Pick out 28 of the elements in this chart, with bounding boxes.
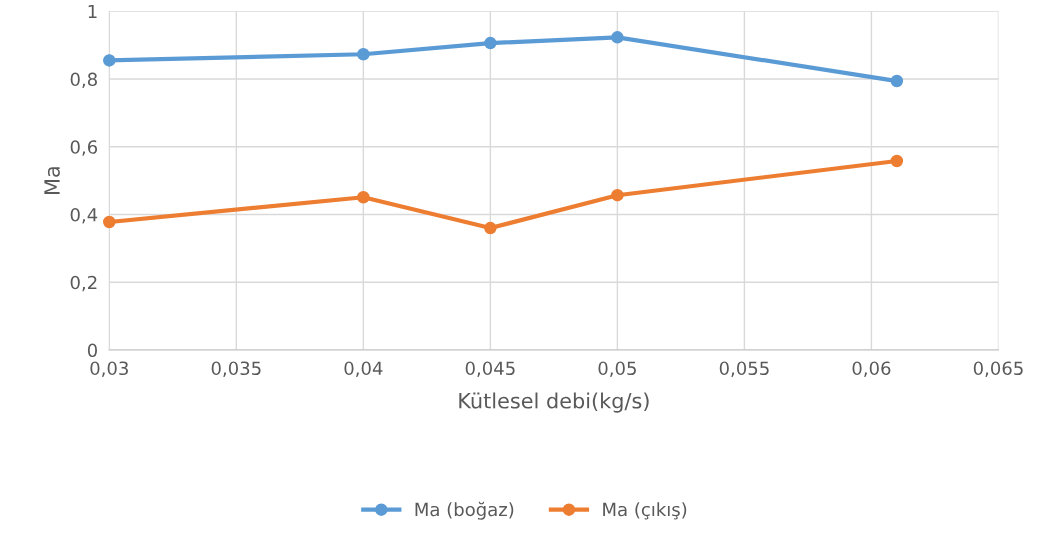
point <box>357 190 370 204</box>
x-tick-label: 0,06 <box>852 361 891 377</box>
y-tick-label: 0,2 <box>70 275 97 292</box>
point <box>611 188 624 202</box>
point <box>611 31 624 44</box>
legend-label: Ma (boğaz) <box>415 501 514 520</box>
y-tick-label: 0,4 <box>70 207 98 224</box>
y-tick-label: 0,6 <box>70 140 98 156</box>
x-tick-label: 0,065 <box>973 361 1023 377</box>
legend-label: Ma (çıkış) <box>603 502 687 520</box>
x-tick-label: 0,04 <box>344 361 383 377</box>
point <box>103 54 116 67</box>
x-tick-label: 0,055 <box>719 361 769 377</box>
y-tick-label: 1 <box>88 4 97 19</box>
x-tick-label: 0,03 <box>90 361 128 377</box>
point <box>890 154 904 168</box>
y-tick-label: 0,8 <box>70 72 97 88</box>
x-tick-label: 0,045 <box>465 361 515 377</box>
y-tick-label: 0 <box>87 343 97 358</box>
x-axis-title: Kütlesel debi(kg/s) <box>459 392 649 413</box>
point <box>484 221 497 235</box>
point <box>357 48 370 61</box>
point <box>890 74 904 88</box>
point <box>484 36 497 50</box>
point <box>103 215 116 229</box>
x-tick-label: 0,035 <box>211 361 261 377</box>
y-axis-title: Ma <box>44 167 60 194</box>
x-tick-label: 0,05 <box>598 361 636 377</box>
